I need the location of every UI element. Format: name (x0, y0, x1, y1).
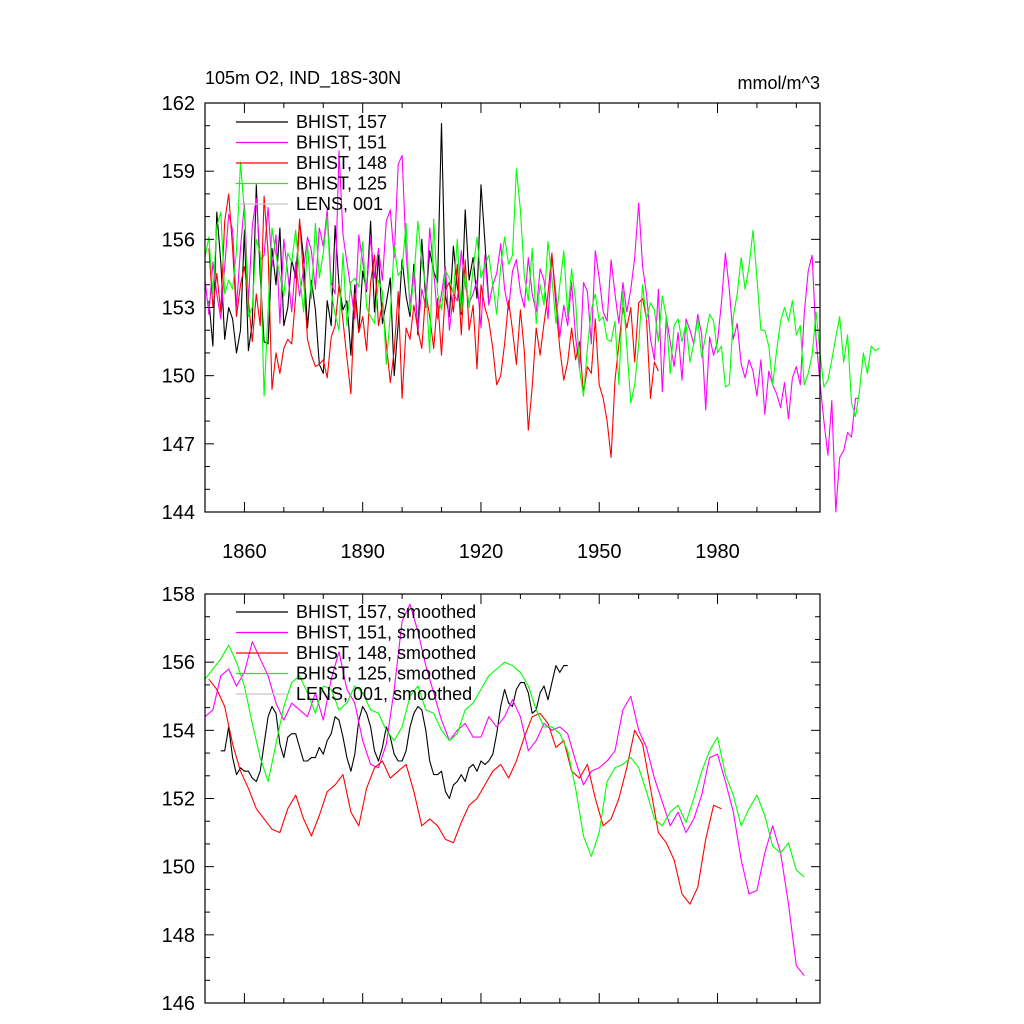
bottom-legend-label: BHIST, 125, smoothed (296, 664, 476, 684)
bottom-y-tick-label: 158 (162, 584, 195, 606)
top-y-tick-label: 150 (162, 366, 195, 388)
top-x-tick-label: 1920 (459, 541, 504, 563)
top-legend-label: BHIST, 151 (296, 133, 387, 153)
top-legend-label: LENS, 001 (296, 194, 383, 214)
bottom-y-tick-label: 156 (162, 652, 195, 674)
top-x-tick-label: 1950 (577, 541, 622, 563)
bottom-y-axis: 146 148 150 152 154 156 158 (162, 584, 820, 1015)
top-series-3 (204, 161, 880, 418)
top-y-tick-label: 162 (162, 93, 195, 115)
bottom-y-tick-label: 150 (162, 857, 195, 879)
top-x-tick-label: 1860 (222, 541, 267, 563)
bottom-y-tick-label: 154 (162, 720, 195, 742)
bottom-x-axis (204, 594, 797, 1003)
top-x-tick-label: 1980 (695, 541, 740, 563)
bottom-series-1 (204, 603, 805, 977)
top-panel: 144 147 150 153 156 159 162 1860 1890 1920 1950 19… (162, 93, 880, 563)
units-label: mmol/m^3 (738, 73, 820, 93)
top-y-tick-label: 159 (162, 161, 195, 183)
top-y-tick-label: 153 (162, 298, 195, 320)
top-x-tick-label: 1890 (340, 541, 385, 563)
top-y-tick-label: 156 (162, 229, 195, 251)
bottom-y-tick-label: 148 (162, 925, 195, 947)
bottom-series-3 (204, 644, 805, 878)
bottom-y-tick-label: 146 (162, 993, 195, 1015)
top-y-axis: 144 147 150 153 156 159 162 (162, 93, 820, 524)
top-series-1 (204, 150, 860, 513)
bottom-panel: 146 148 150 152 154 156 158 BHIST, 157, smooth… (162, 584, 821, 1015)
top-plot-content (204, 122, 880, 513)
top-y-tick-label: 147 (162, 434, 195, 456)
top-series-0 (208, 122, 490, 377)
bottom-series-2 (208, 678, 722, 905)
bottom-plot-content (204, 603, 805, 977)
top-legend-label: BHIST, 157 (296, 112, 387, 132)
top-legend-label: BHIST, 125 (296, 174, 387, 194)
bottom-legend-label: BHIST, 157, smoothed (296, 602, 476, 622)
top-x-axis: 1860 1890 1920 1950 1980 (204, 103, 797, 563)
top-legend-label: BHIST, 148 (296, 153, 387, 173)
chart-title: 105m O2, IND_18S-30N (205, 68, 401, 89)
bottom-legend-label: BHIST, 151, smoothed (296, 623, 476, 643)
bottom-legend-label: BHIST, 148, smoothed (296, 643, 476, 663)
bottom-y-tick-label: 152 (162, 789, 195, 811)
top-y-tick-label: 144 (162, 502, 195, 524)
bottom-legend-label: LENS, 001, smoothed (296, 684, 472, 704)
